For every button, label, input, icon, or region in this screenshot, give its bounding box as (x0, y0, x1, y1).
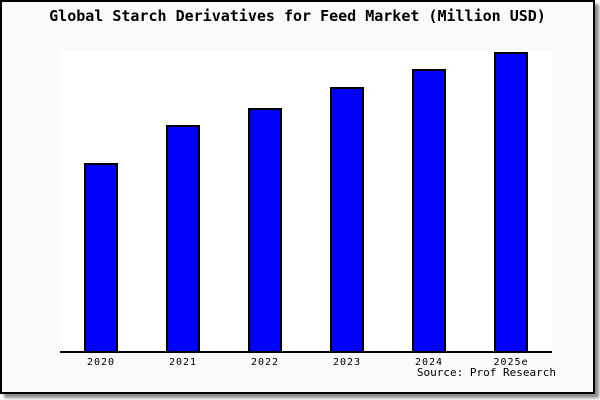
bar-2023 (330, 87, 364, 351)
x-tick-label-2020: 2020 (86, 357, 116, 368)
bar-slot (142, 50, 224, 351)
bar-2020 (84, 162, 118, 351)
x-tick-label-2024: 2024 (414, 357, 444, 368)
chart-title: Global Starch Derivatives for Feed Marke… (49, 7, 546, 25)
x-axis-labels: 2020 2021 2022 2023 2024 2025e (60, 357, 552, 368)
source-credit: Source: Prof Research (416, 366, 556, 379)
x-tick-label-2022: 2022 (250, 357, 280, 368)
bar-slot (224, 50, 306, 351)
x-tick-label-2023: 2023 (332, 357, 362, 368)
chart-figure: Global Starch Derivatives for Feed Marke… (0, 0, 595, 394)
bar-slot (60, 50, 142, 351)
bar-slot (470, 50, 552, 351)
plot-area (60, 50, 552, 353)
x-tick-label-2025e: 2025e (493, 357, 529, 368)
bar-2021 (166, 124, 200, 351)
bar-2024 (412, 68, 446, 351)
bar-2025e (494, 52, 528, 351)
x-tick-label-2021: 2021 (168, 357, 198, 368)
bar-2022 (248, 108, 282, 351)
bars-container (60, 50, 552, 351)
bar-slot (306, 50, 388, 351)
bar-slot (388, 50, 470, 351)
